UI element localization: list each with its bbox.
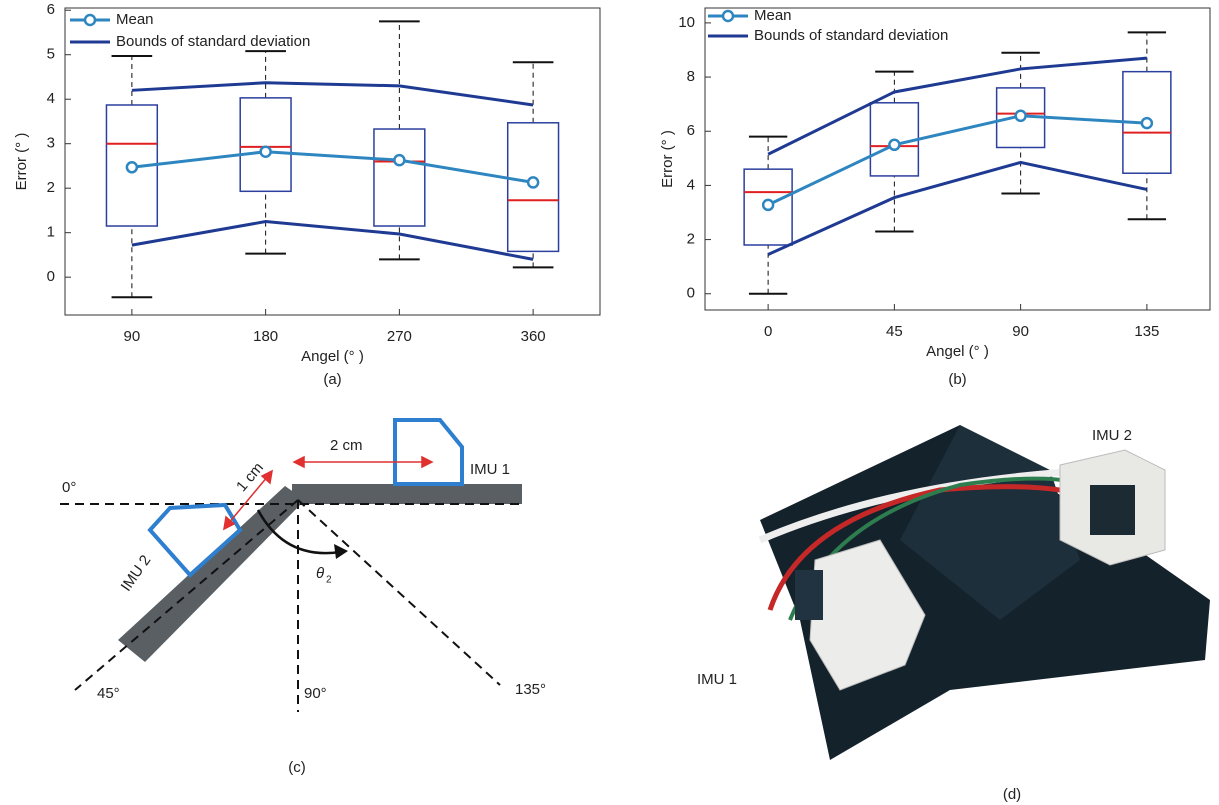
figure: 2 cm 1 cm IMU 1 IMU 2 0° 45° 90° 135° θ … (0, 0, 1219, 805)
mean-marker (261, 147, 271, 157)
legend-marker (723, 11, 733, 21)
arrowhead (422, 457, 432, 467)
y-tick-label: 6 (47, 1, 55, 18)
x-tick-label: 90 (124, 328, 141, 345)
mean-marker (127, 162, 137, 172)
label: IMU 2 (1092, 427, 1132, 444)
label: 45° (97, 685, 120, 702)
y-tick-label: 2 (687, 231, 695, 248)
imu-outline (395, 420, 462, 484)
x-axis-label: Angel (° ) (926, 343, 989, 360)
caption: (c) (288, 759, 306, 776)
bound-line (768, 58, 1147, 154)
x-tick-label: 90 (1012, 323, 1029, 340)
y-tick-label: 5 (47, 46, 55, 63)
ref-line (298, 500, 500, 685)
caption: (b) (948, 371, 966, 388)
label: 1 cm (233, 459, 267, 495)
x-tick-label: 135 (1134, 323, 1159, 340)
sensor (1090, 485, 1135, 535)
x-tick-label: 45 (886, 323, 903, 340)
caption: (a) (323, 371, 341, 388)
y-tick-label: 0 (47, 268, 55, 285)
label: 90° (304, 685, 327, 702)
caption: (d) (1003, 786, 1021, 803)
label: IMU 1 (470, 461, 510, 478)
mean-line (132, 152, 533, 183)
label: IMU 1 (697, 671, 737, 688)
arrowhead (294, 457, 304, 467)
mean-marker (394, 155, 404, 165)
label: 2 (326, 575, 332, 586)
label: 135° (515, 681, 546, 698)
x-axis-label: Angel (° ) (301, 348, 364, 365)
y-tick-label: 1 (47, 224, 55, 241)
plot-area (65, 8, 600, 315)
x-tick-label: 0 (764, 323, 772, 340)
y-tick-label: 10 (678, 14, 695, 31)
bound-line (132, 83, 533, 105)
x-tick-label: 180 (253, 328, 278, 345)
x-tick-label: 270 (387, 328, 412, 345)
arm (292, 484, 522, 504)
y-tick-label: 4 (687, 176, 695, 193)
label: θ (316, 565, 324, 582)
y-tick-label: 8 (687, 68, 695, 85)
y-tick-label: 0 (687, 285, 695, 302)
sensor (795, 570, 823, 620)
y-tick-label: 3 (47, 135, 55, 152)
y-tick-label: 4 (47, 90, 55, 107)
label: 2 cm (330, 437, 363, 454)
y-axis-label: Error (° ) (659, 130, 676, 188)
legend-marker (85, 15, 95, 25)
y-axis-label: Error (° ) (13, 133, 30, 191)
label: 0° (62, 479, 76, 496)
bound-line (132, 222, 533, 260)
x-tick-label: 360 (521, 328, 546, 345)
mean-marker (528, 177, 538, 187)
mean-marker (1142, 118, 1152, 128)
legend-label: Mean (116, 11, 154, 28)
diagram: 2 cm 1 cm IMU 1 IMU 2 0° 45° 90° 135° θ … (60, 420, 546, 776)
y-tick-label: 2 (47, 179, 55, 196)
legend-label: Bounds of standard deviation (754, 27, 948, 44)
plot-area (705, 8, 1210, 310)
label: IMU 2 (118, 552, 155, 595)
box (240, 98, 291, 191)
mean-marker (763, 200, 773, 210)
mean-marker (889, 140, 899, 150)
y-tick-label: 6 (687, 122, 695, 139)
box (374, 129, 425, 226)
arrowhead (334, 544, 348, 559)
legend-label: Bounds of standard deviation (116, 33, 310, 50)
legend-label: Mean (754, 7, 792, 24)
photo: IMU 1 IMU 2 (d) (697, 425, 1210, 803)
mean-line (768, 116, 1147, 205)
mean-marker (1016, 111, 1026, 121)
